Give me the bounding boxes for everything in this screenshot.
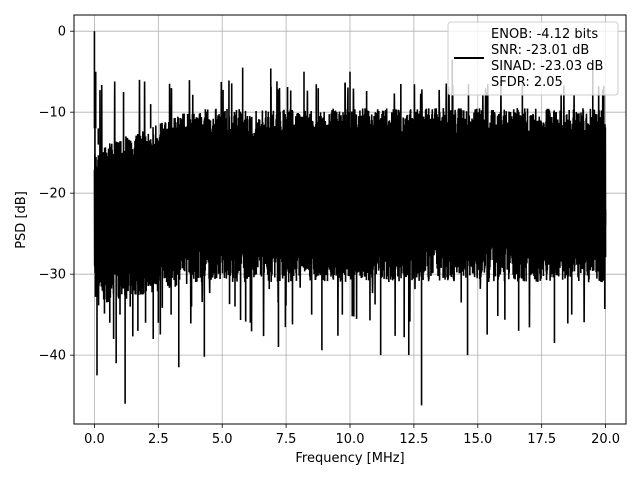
legend-text-enob: ENOB: -4.12 bits: [491, 27, 598, 42]
y-tick-label: 0: [58, 25, 66, 40]
y-tick-label: −30: [39, 268, 66, 283]
y-tick-label: −20: [39, 187, 66, 202]
x-tick-label: 5.0: [212, 432, 233, 447]
y-axis-label: PSD [dB]: [14, 191, 29, 249]
x-tick-label: 0.0: [84, 432, 105, 447]
x-axis-label: Frequency [MHz]: [295, 451, 404, 466]
legend-text-sfdr: SFDR: 2.05: [491, 75, 563, 90]
x-axis-ticks: 0.0 2.5 5.0 7.5 10.0 12.5 15.0 17.5 20.0: [84, 424, 620, 447]
x-tick-label: 17.5: [527, 432, 556, 447]
legend-text-snr: SNR: -23.01 dB: [491, 43, 589, 58]
legend-box: [447, 21, 619, 96]
x-tick-label: 2.5: [148, 432, 169, 447]
legend: ENOB: -4.12 bits SNR: -23.01 dB SINAD: -…: [447, 21, 619, 96]
x-tick-label: 7.5: [276, 432, 297, 447]
psd-noise-trace: [93, 79, 607, 338]
x-tick-label: 12.5: [399, 432, 428, 447]
x-tick-label: 15.0: [463, 432, 492, 447]
x-tick-label: 20.0: [591, 432, 620, 447]
plot-area-data: [93, 31, 607, 406]
y-tick-label: −40: [39, 349, 66, 364]
legend-text-sinad: SINAD: -23.03 dB: [491, 59, 603, 74]
x-tick-label: 10.0: [336, 432, 365, 447]
psd-spikes: [93, 31, 607, 406]
y-axis-ticks: 0 −10 −20 −30 −40: [39, 25, 74, 364]
y-tick-label: −10: [39, 106, 66, 121]
